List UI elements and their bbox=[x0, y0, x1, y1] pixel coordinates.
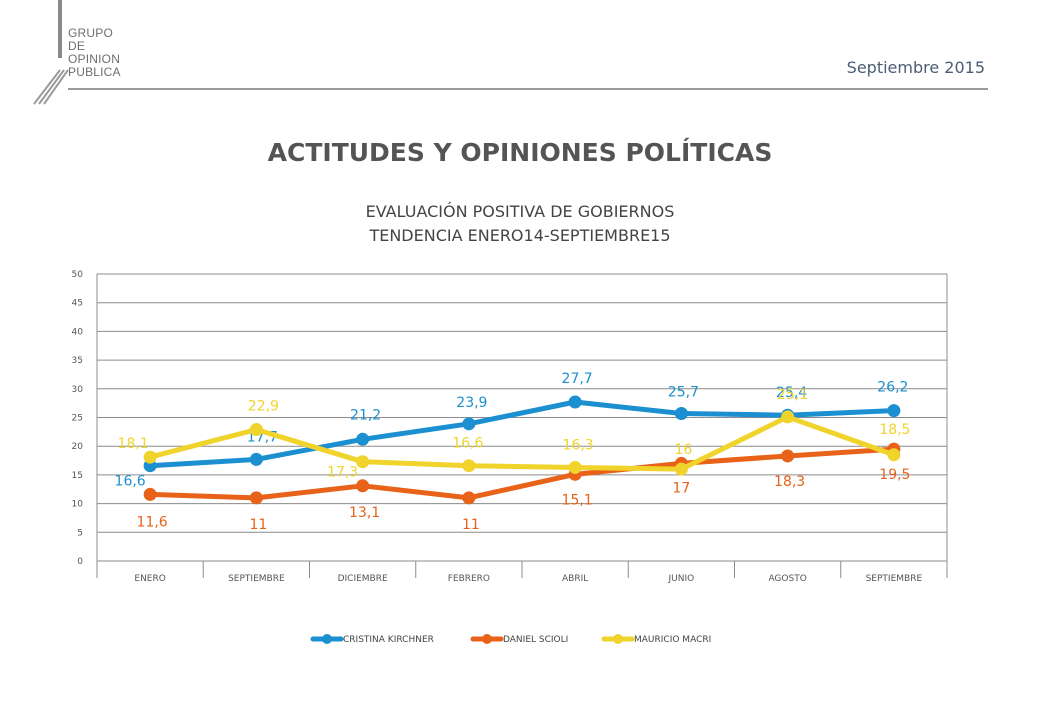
x-tick-label: JUNIO bbox=[668, 574, 695, 584]
data-label: 13,1 bbox=[349, 505, 380, 521]
legend-label: MAURICIO MACRI bbox=[634, 635, 711, 645]
data-label: 27,7 bbox=[562, 371, 593, 387]
data-label: 15,1 bbox=[562, 492, 593, 508]
data-point bbox=[462, 417, 476, 431]
legend-label: CRISTINA KIRCHNER bbox=[343, 635, 434, 645]
data-label: 11 bbox=[249, 517, 267, 533]
data-label: 19,5 bbox=[879, 467, 910, 483]
y-tick-label: 30 bbox=[72, 385, 84, 395]
logo-line: DE bbox=[68, 39, 86, 53]
x-tick-label: SEPTIEMBRE bbox=[228, 574, 285, 584]
data-label: 25,7 bbox=[668, 384, 699, 400]
y-tick-label: 5 bbox=[77, 528, 83, 538]
data-label: 16,6 bbox=[115, 474, 146, 490]
y-tick-label: 45 bbox=[72, 299, 83, 309]
chart-subtitle: EVALUACIÓN POSITIVA DE GOBIERNOS TENDENC… bbox=[0, 200, 1040, 248]
logo-line: GRUPO bbox=[68, 26, 114, 40]
logo-stroke bbox=[33, 69, 61, 105]
data-label: 16,6 bbox=[452, 436, 483, 452]
series-line bbox=[147, 414, 897, 472]
slide-title: ACTITUDES Y OPINIONES POLÍTICAS bbox=[267, 138, 773, 167]
legend-label: DANIEL SCIOLI bbox=[503, 635, 568, 645]
data-label: 17 bbox=[672, 480, 690, 496]
data-point bbox=[249, 423, 263, 437]
data-point bbox=[568, 460, 582, 474]
y-tick-label: 35 bbox=[72, 356, 83, 366]
data-point bbox=[356, 432, 370, 446]
data-point bbox=[781, 449, 795, 463]
header-divider bbox=[68, 88, 988, 90]
logo-stroke bbox=[43, 69, 69, 105]
series-line bbox=[147, 399, 897, 469]
series-daniel-scioli: 11,6 11 13,1 11 15,1 17 18,3 19,5 bbox=[137, 442, 910, 533]
logo-line: PUBLICA bbox=[68, 65, 121, 79]
legend-swatch-marker bbox=[482, 634, 492, 644]
data-label: 16,3 bbox=[563, 437, 594, 453]
data-label: 18,3 bbox=[774, 474, 805, 490]
data-label: 23,9 bbox=[456, 395, 487, 411]
data-point bbox=[887, 448, 901, 462]
data-label: 26,2 bbox=[877, 380, 908, 396]
logo-stroke bbox=[38, 69, 65, 105]
logo-wordmark: GRUPO DE OPINION PUBLICA bbox=[68, 27, 158, 79]
data-point bbox=[781, 410, 795, 424]
data-point bbox=[356, 455, 370, 469]
x-tick-label: AGOSTO bbox=[768, 574, 806, 584]
y-tick-label: 10 bbox=[72, 500, 84, 510]
y-tick-label: 15 bbox=[72, 471, 83, 481]
data-point bbox=[887, 404, 901, 418]
data-point bbox=[674, 462, 688, 476]
data-label: 22,9 bbox=[248, 399, 279, 415]
data-label: 17,3 bbox=[327, 465, 358, 481]
data-point bbox=[568, 395, 582, 409]
data-point bbox=[674, 406, 688, 420]
y-tick-label: 0 bbox=[77, 557, 83, 567]
data-point bbox=[249, 491, 263, 505]
series-line bbox=[147, 446, 897, 501]
series-cristina-kirchner: 16,617,721,223,927,725,7 25,4 26,2 bbox=[115, 371, 909, 490]
data-label: 25,1 bbox=[777, 387, 808, 403]
logo-line: OPINION bbox=[68, 52, 121, 66]
legend-swatch-marker bbox=[613, 634, 623, 644]
data-point bbox=[462, 459, 476, 473]
data-point bbox=[462, 491, 476, 505]
data-label: 21,2 bbox=[350, 407, 381, 423]
data-point bbox=[143, 487, 157, 501]
data-label: 11,6 bbox=[137, 514, 168, 530]
y-tick-label: 50 bbox=[72, 270, 84, 280]
legend-swatch-marker bbox=[322, 634, 332, 644]
data-label: 25,4 bbox=[776, 385, 807, 401]
header-date: Septiembre 2015 bbox=[846, 58, 985, 77]
x-tick-label: DICIEMBRE bbox=[338, 574, 388, 584]
x-tick-label: SEPTIEMBRE bbox=[866, 574, 923, 584]
y-tick-label: 25 bbox=[72, 414, 83, 424]
data-label: 18,1 bbox=[118, 436, 149, 452]
data-point bbox=[143, 450, 157, 464]
series-mauricio-macri: 18,1 22,9 17,3 16,6 16,3 16 25,1 18,5 bbox=[118, 387, 911, 481]
data-label: 18,5 bbox=[879, 422, 910, 438]
data-label: 16 bbox=[674, 442, 692, 458]
data-point bbox=[249, 452, 263, 466]
chart-subtitle-line: EVALUACIÓN POSITIVA DE GOBIERNOS bbox=[365, 202, 675, 221]
chart-subtitle-line: TENDENCIA ENERO14-SEPTIEMBRE15 bbox=[369, 226, 671, 245]
y-tick-label: 20 bbox=[72, 442, 84, 452]
logo-graphic bbox=[33, 0, 69, 105]
logo-vertical-bar bbox=[58, 0, 62, 58]
x-tick-label: ABRIL bbox=[562, 574, 588, 584]
y-tick-label: 40 bbox=[72, 327, 84, 337]
x-tick-label: ENERO bbox=[134, 574, 165, 584]
x-tick-label: FEBRERO bbox=[448, 574, 490, 584]
data-point bbox=[356, 479, 370, 493]
data-label: 11 bbox=[462, 517, 480, 533]
